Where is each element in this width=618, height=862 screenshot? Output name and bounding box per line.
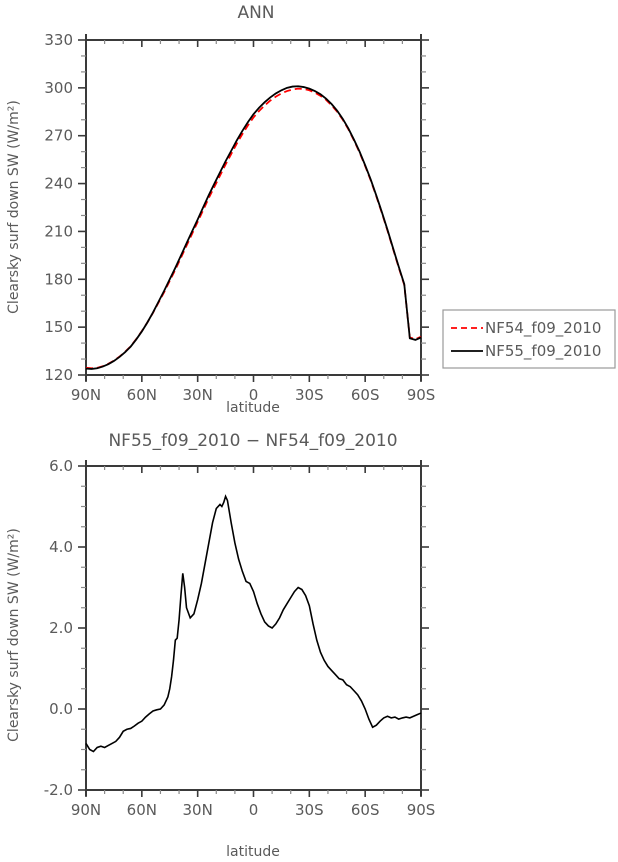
legend[interactable]: NF54_f09_2010 NF55_f09_2010 [442,309,616,369]
x-tick-label: 30S [295,801,324,819]
bottom-panel-title: NF55_f09_2010 − NF54_f09_2010 [108,431,397,451]
top-panel-title: ANN [237,3,274,23]
x-tick-label: 30N [183,386,213,404]
y-tick-label: 6.0 [49,457,73,475]
x-tick-label: 60S [351,386,380,404]
top-panel-axes: 90N 60N 30N 0 30S 60S 90S 120 150 180 210 240 270 300… [44,31,435,404]
top-panel-curves [85,85,422,370]
y-tick-label: 180 [44,270,73,288]
y-tick-label: 150 [44,318,73,336]
difference-line [85,494,422,753]
bottom-panel-svg: NF55_f09_2010 − NF54_f09_2010 Clearsky s… [6,431,436,860]
x-tick-label: 0 [249,801,259,819]
y-tick-label: 120 [44,366,73,384]
y-tick-label: 300 [44,79,73,97]
series-line-1 [85,87,422,370]
top-panel-svg: ANN Clearsky surf down SW (W/m²) latitud… [6,3,616,416]
x-tick-label: 60N [127,386,157,404]
bottom-panel-axes: 90N 60N 30N 0 30S 60S 90S -2.0 0.0 2.0 4.0 6.0 [44,457,436,819]
series-line-2 [85,85,422,370]
x-tick-label: 90S [407,801,436,819]
x-tick-label: 30N [183,801,213,819]
y-tick-label: 270 [44,127,73,145]
bottom-panel-curves [85,494,422,753]
y-tick-label: 240 [44,175,73,193]
legend-label-1[interactable]: NF54_f09_2010 [485,319,601,338]
x-tick-label: 30S [295,386,324,404]
bottom-panel-xlabel: latitude [226,844,280,860]
y-tick-label: 330 [44,31,73,49]
top-panel-ylabel: Clearsky surf down SW (W/m²) [6,100,22,314]
top-panel-xlabel: latitude [226,400,280,416]
x-tick-label: 0 [249,386,259,404]
legend-box [442,309,616,369]
bottom-panel-ylabel: Clearsky surf down SW (W/m²) [6,528,22,742]
x-tick-label: 60S [351,801,380,819]
x-tick-label: 90S [407,386,436,404]
x-tick-label: 90N [71,801,101,819]
y-tick-label: 210 [44,222,73,240]
y-tick-label: 4.0 [49,538,73,556]
y-tick-label: 0.0 [49,700,73,718]
y-tick-label: 2.0 [49,619,73,637]
x-tick-label: 60N [127,801,157,819]
x-tick-label: 90N [71,386,101,404]
legend-label-2[interactable]: NF55_f09_2010 [485,342,601,361]
y-tick-label: -2.0 [44,781,73,799]
bottom-panel: NF55_f09_2010 − NF54_f09_2010 Clearsky s… [0,420,618,862]
top-panel: ANN Clearsky surf down SW (W/m²) latitud… [0,0,618,420]
